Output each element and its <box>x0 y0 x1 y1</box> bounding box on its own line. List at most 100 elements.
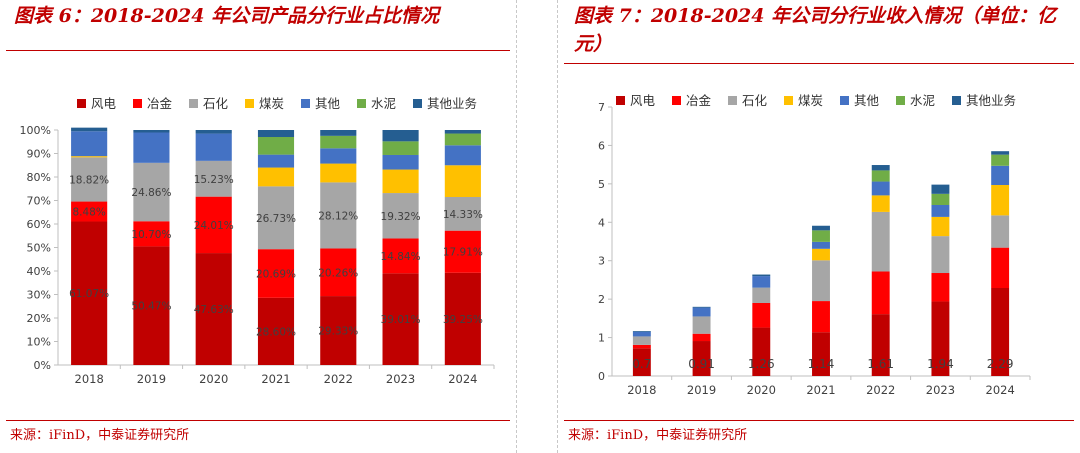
legend-swatch <box>301 99 310 108</box>
data-label: 28.12% <box>318 210 358 222</box>
bar-segment <box>444 230 481 273</box>
data-label: 1.26 <box>748 357 775 371</box>
bar-segment <box>444 196 481 231</box>
legend-label: 风电 <box>630 93 656 108</box>
bar-segment <box>991 165 1010 186</box>
bar-segment <box>812 248 830 261</box>
legend-swatch <box>952 96 961 105</box>
bar-segment <box>931 184 950 194</box>
bar-segment <box>382 141 419 155</box>
data-label: 39.01% <box>381 314 421 326</box>
x-tick-label: 2022 <box>866 383 895 397</box>
legend-label: 冶金 <box>147 96 173 111</box>
legend-label: 其他业务 <box>427 96 477 111</box>
bar-segment <box>257 137 295 155</box>
legend-swatch <box>840 96 849 105</box>
legend-label: 水泥 <box>910 93 935 108</box>
data-label: 24.01% <box>194 220 234 232</box>
source-note: 来源：iFinD，中泰证券研究所 <box>10 428 190 443</box>
data-label: 50.47% <box>131 301 171 313</box>
bar-segment <box>320 163 357 183</box>
chart-title: 图表 7：2018-2024 年公司分行业收入情况（单位：亿元） <box>574 5 1057 55</box>
bar-segment <box>195 160 232 197</box>
bar-segment <box>692 306 711 308</box>
bar-segment <box>133 132 170 163</box>
data-label: 47.63% <box>194 304 234 316</box>
legend-swatch <box>896 96 905 105</box>
bar-segment <box>71 157 108 202</box>
bar-segment <box>320 248 357 297</box>
bar-segment <box>632 336 651 345</box>
data-label: 0.91 <box>688 357 715 371</box>
bar-segment <box>257 154 295 168</box>
title-separator <box>564 63 1074 64</box>
bar-segment <box>931 273 950 302</box>
legend-label: 冶金 <box>686 93 712 108</box>
bar-segment <box>871 314 890 376</box>
bar-segment <box>320 135 357 149</box>
bar-segment <box>692 316 711 334</box>
bar-segment <box>632 344 651 349</box>
bar-segment <box>382 273 419 365</box>
bar-segment <box>931 216 950 237</box>
data-label: 14.84% <box>381 251 421 263</box>
bar-segment <box>752 327 771 376</box>
source-note: 来源：iFinD，中泰证券研究所 <box>568 428 748 443</box>
legend-swatch <box>672 96 681 105</box>
bar-segment <box>195 253 232 365</box>
y-tick-label: 80% <box>27 171 51 184</box>
bar-segment <box>812 241 830 249</box>
legend-label: 煤炭 <box>259 96 284 111</box>
stacked-bar-chart: 风电 冶金 石化 煤炭 其他 水泥 其他业务 0 1 2 3 4 5 6 7 2018 0.7 2019 0.91 2… <box>598 93 1031 397</box>
data-label: 0.7 <box>632 357 651 371</box>
bar-segment <box>991 151 1010 155</box>
data-label: 26.73% <box>256 213 296 225</box>
bar-segment <box>195 196 232 254</box>
bar-segment <box>991 247 1010 288</box>
bar-segment <box>444 133 481 146</box>
data-label: 17.91% <box>443 247 483 259</box>
x-tick-label: 2020 <box>199 372 228 386</box>
legend-swatch <box>357 99 366 108</box>
bar-segment <box>320 182 357 249</box>
y-tick-label: 10% <box>27 336 51 349</box>
data-label: 1.94 <box>927 357 954 371</box>
bar-segment <box>444 165 481 197</box>
data-label: 18.82% <box>69 174 109 186</box>
x-tick-label: 2024 <box>448 372 477 386</box>
y-tick-label: 2 <box>598 293 605 306</box>
y-tick-label: 70% <box>27 195 51 208</box>
bar-segment <box>257 130 295 138</box>
bar-segment <box>133 162 170 222</box>
bar-segment <box>632 331 651 332</box>
data-label: 28.60% <box>256 326 296 338</box>
data-label: 1.61 <box>867 357 894 371</box>
bar-segment <box>382 238 419 274</box>
data-label: 39.25% <box>443 314 483 326</box>
bar-segment <box>71 156 108 158</box>
data-label: 15.23% <box>194 174 234 186</box>
bar-segment <box>71 127 108 132</box>
legend-label: 其他 <box>854 93 880 108</box>
legend-label: 石化 <box>742 93 768 108</box>
bar-segment <box>812 225 830 231</box>
bar-segment <box>71 201 108 222</box>
data-label: 1.14 <box>808 357 835 371</box>
data-label: 14.33% <box>443 209 483 221</box>
bar-segment <box>320 148 357 164</box>
y-tick-label: 0% <box>34 359 51 372</box>
data-label: 61.07% <box>69 288 109 300</box>
chart-area: 风电 冶金 石化 煤炭 其他 水泥 其他业务 0% 10% 20% 30% 40% 50% 60% 70% 8… <box>6 63 510 398</box>
x-tick-label: 2021 <box>261 372 290 386</box>
y-tick-label: 3 <box>598 255 605 268</box>
x-tick-label: 2018 <box>627 383 656 397</box>
data-label: 8.48% <box>72 207 105 219</box>
bar-segment <box>444 130 481 134</box>
bar-segment <box>382 193 419 239</box>
bar-segment <box>692 333 711 342</box>
bar-segment <box>692 341 711 376</box>
bar-segment <box>382 154 419 170</box>
legend-swatch <box>728 96 737 105</box>
data-label: 19.32% <box>381 211 421 223</box>
bar-segment <box>195 130 232 134</box>
